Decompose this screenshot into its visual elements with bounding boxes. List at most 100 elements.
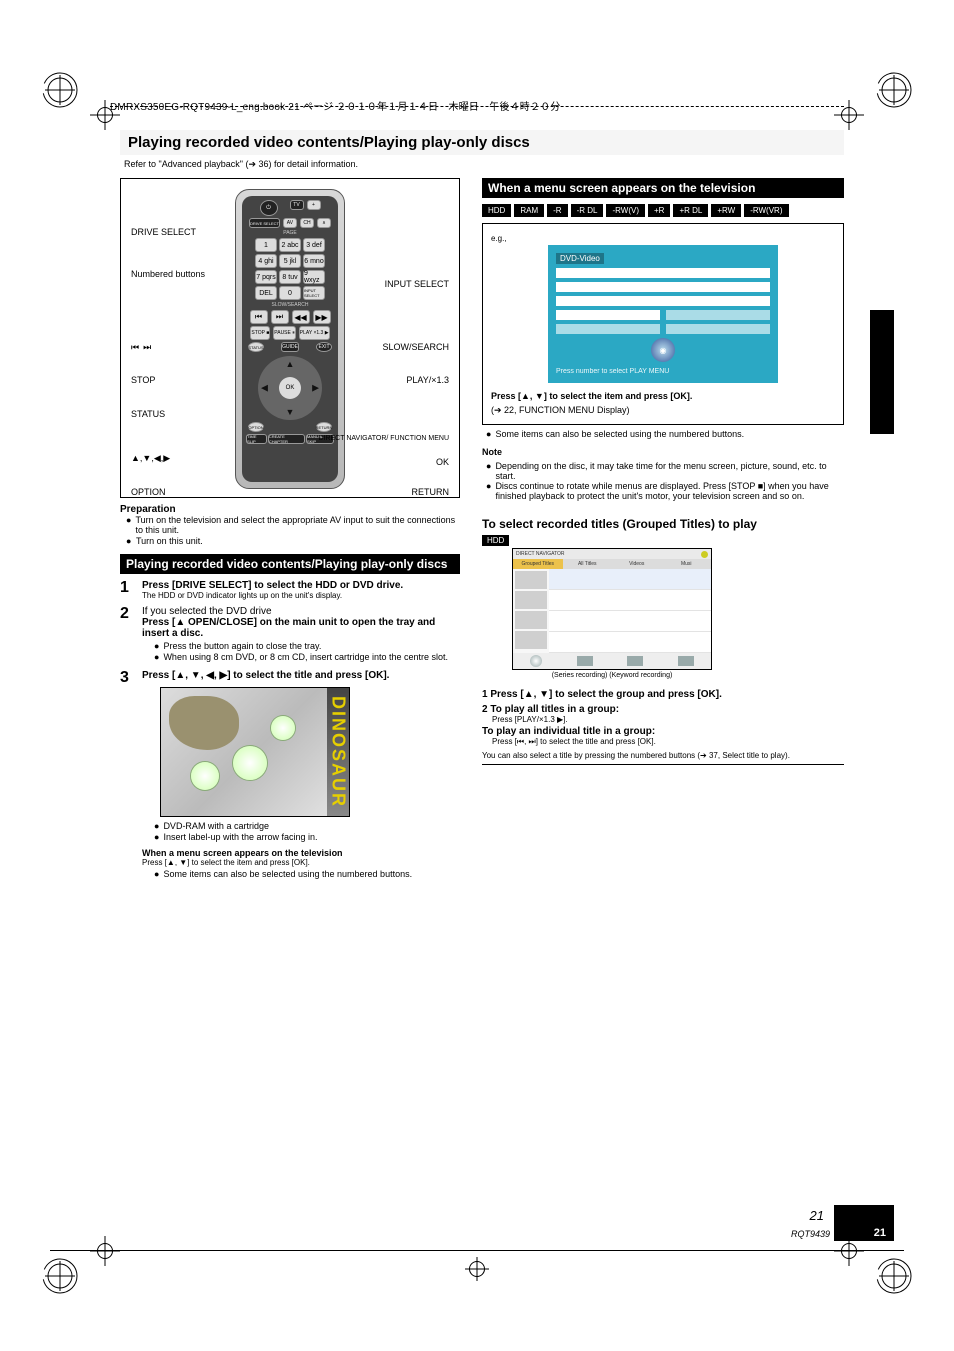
exit-button: EXIT [316, 342, 332, 352]
crop-mark-bc [465, 1257, 489, 1281]
return-button: RETURN [316, 422, 332, 432]
disc-label: +R DL [673, 204, 708, 217]
hdd-label: HDD [482, 535, 509, 546]
start-from-line: Press [▲, ▼] to select the item and pres… [142, 858, 460, 867]
step-1-text: Press [DRIVE SELECT] to select the HDD o… [142, 580, 403, 591]
play-button: PLAY ×1.3 ▶ [299, 326, 330, 340]
print-reg-mark-tr [874, 70, 914, 110]
key-2: 2 abc [279, 238, 301, 252]
tv-label: TV [290, 200, 304, 210]
step-number-1: 1 [120, 580, 138, 596]
remote-label-option: OPTION [131, 487, 166, 497]
remote-label-drive-select: DRIVE SELECT [131, 227, 196, 237]
status-button: STATUS [248, 342, 264, 352]
bullet-icon: ● [126, 536, 132, 546]
step-3-text: Press [▲, ▼, ◀, ▶] to select the title a… [142, 670, 389, 681]
time-slip-button: TIME SLIP [246, 434, 267, 444]
disc-icon: ◉ [651, 338, 675, 362]
step-number-3: 3 [120, 670, 138, 686]
skip-next-icon: ⏭ [143, 342, 151, 353]
slow-search-label: SLOW/SEARCH [272, 302, 309, 308]
bullet-icon: ● [126, 515, 131, 535]
remote-label-return: RETURN [412, 487, 450, 497]
remote-label-status: STATUS [131, 409, 165, 419]
note-item: Depending on the disc, it may take time … [495, 461, 844, 481]
step-number-2: 2 [120, 606, 138, 622]
header-dashed-rule [110, 106, 844, 107]
step-2-text-a: If you selected the DVD drive [142, 606, 460, 617]
remote-keypad: 1 2 abc 3 def 4 ghi 5 jkl 6 mno 7 pqrs 8… [255, 238, 325, 300]
grouped-step-1: 1 Press [▲, ▼] to select the group and p… [482, 689, 722, 700]
disc-label: RAM [514, 204, 544, 217]
nav-thumb [515, 571, 547, 589]
skip-prev-icon: ⏮ [131, 342, 139, 353]
remote-nav-ring: ▲▼ ◀▶ OK [258, 356, 322, 420]
preparation-heading: Preparation [120, 504, 460, 515]
remote-label-direct-navigator: DIRECT NAVIGATOR/ FUNCTION MENU [318, 435, 449, 443]
grouped-step-2a: 2 To play all titles in a group: [482, 704, 619, 715]
disc-label: -RW(V) [606, 204, 645, 217]
grouped-titles-heading: To select recorded titles (Grouped Title… [482, 517, 844, 531]
disc-type-labels: HDD RAM -R -R DL -RW(V) +R +R DL +RW -RW… [482, 204, 844, 217]
disc-title-spine: DINOSAUR [327, 688, 349, 816]
nav-row [549, 611, 711, 632]
key-4: 4 ghi [255, 254, 277, 268]
grouped-step-2d: Press [⏮, ⏭] to select the title and pre… [492, 737, 844, 747]
page-subtitle: Refer to "Advanced playback" (➔ 36) for … [124, 159, 844, 170]
stop-button: STOP ■ [250, 326, 270, 340]
key-9: 9 wxyz [303, 270, 325, 284]
grouped-also-note: You can also select a title by pressing … [482, 751, 844, 760]
footer-rqt-code: RQT9439 [791, 1229, 830, 1239]
start-from-line: Some items can also be selected using th… [163, 869, 412, 879]
nav-thumb [515, 611, 547, 629]
section-tab-black [870, 310, 894, 434]
start-from-heading: When a menu screen appears on the televi… [142, 848, 460, 858]
remote-label-input-select: INPUT SELECT [385, 279, 449, 289]
disc-label: -R DL [571, 204, 604, 217]
vol-icon: + [307, 200, 321, 210]
dvd-menu-caption: DVD-Video [556, 253, 604, 264]
rewind-button-icon: ◀◀ [292, 310, 310, 324]
key-7: 7 pqrs [255, 270, 277, 284]
section-heading-bar: Playing recorded video contents/Playing … [120, 554, 460, 574]
page-label: PAGE [283, 230, 297, 236]
direct-navigator-panel: DIRECT NAVIGATOR Grouped Titles All Titl… [512, 548, 712, 670]
nav-row [549, 569, 711, 590]
pause-button: PAUSE ⏸ [273, 326, 295, 340]
create-chapter-button: CREATE CHAPTER [268, 434, 305, 444]
av-button: AV [283, 218, 297, 228]
menu-hint-2: (➔ 22, FUNCTION MENU Display) [491, 405, 835, 416]
remote-label-numbered: Numbered buttons [131, 269, 205, 279]
nav-bottom-icon [577, 656, 593, 666]
guide-button: GUIDE [281, 342, 299, 352]
option-button: OPTION [248, 422, 264, 432]
disc-label: +R [648, 204, 670, 217]
disc-label: -RW(VR) [744, 204, 788, 217]
key-5: 5 jkl [279, 254, 301, 268]
bullet-icon: ● [154, 641, 159, 651]
key-del: DEL [255, 286, 277, 300]
remote-label-play: PLAY/×1.3 [406, 375, 449, 385]
nav-bottom-icon [678, 656, 694, 666]
grouped-step-2c: To play an individual title in a group: [482, 726, 655, 737]
bullet-icon: ● [486, 429, 491, 439]
step-1-sub: The HDD or DVD indicator lights up on th… [142, 591, 460, 600]
rec-dot-icon [701, 551, 708, 558]
dvd-menu-screen: DVD-Video ◉ Press number to select PLAY … [548, 245, 778, 383]
nav-tab: Musi [662, 559, 712, 569]
print-reg-mark-tl [40, 70, 80, 110]
key-0: 0 [279, 286, 301, 300]
right-section-heading: When a menu screen appears on the televi… [482, 178, 844, 198]
nav-row [549, 632, 711, 653]
dvd-menu-example-box: e.g., DVD-Video ◉ Press number to select… [482, 223, 844, 425]
remote-body: ⏻ TV + DRIVE SELECT AV CH ∧ [235, 189, 345, 489]
remote-label-arrows: ▲,▼,◀,▶ [131, 453, 170, 464]
ch-button: CH [300, 218, 314, 228]
print-reg-mark-br [874, 1256, 914, 1296]
dvd-menu-footer: Press number to select PLAY MENU [556, 368, 770, 375]
content-rule [482, 764, 844, 765]
key-input-select: INPUT SELECT [303, 286, 325, 300]
bullet-icon: ● [154, 869, 159, 879]
bullet-icon: ● [486, 481, 491, 501]
nav-thumb [515, 631, 547, 649]
